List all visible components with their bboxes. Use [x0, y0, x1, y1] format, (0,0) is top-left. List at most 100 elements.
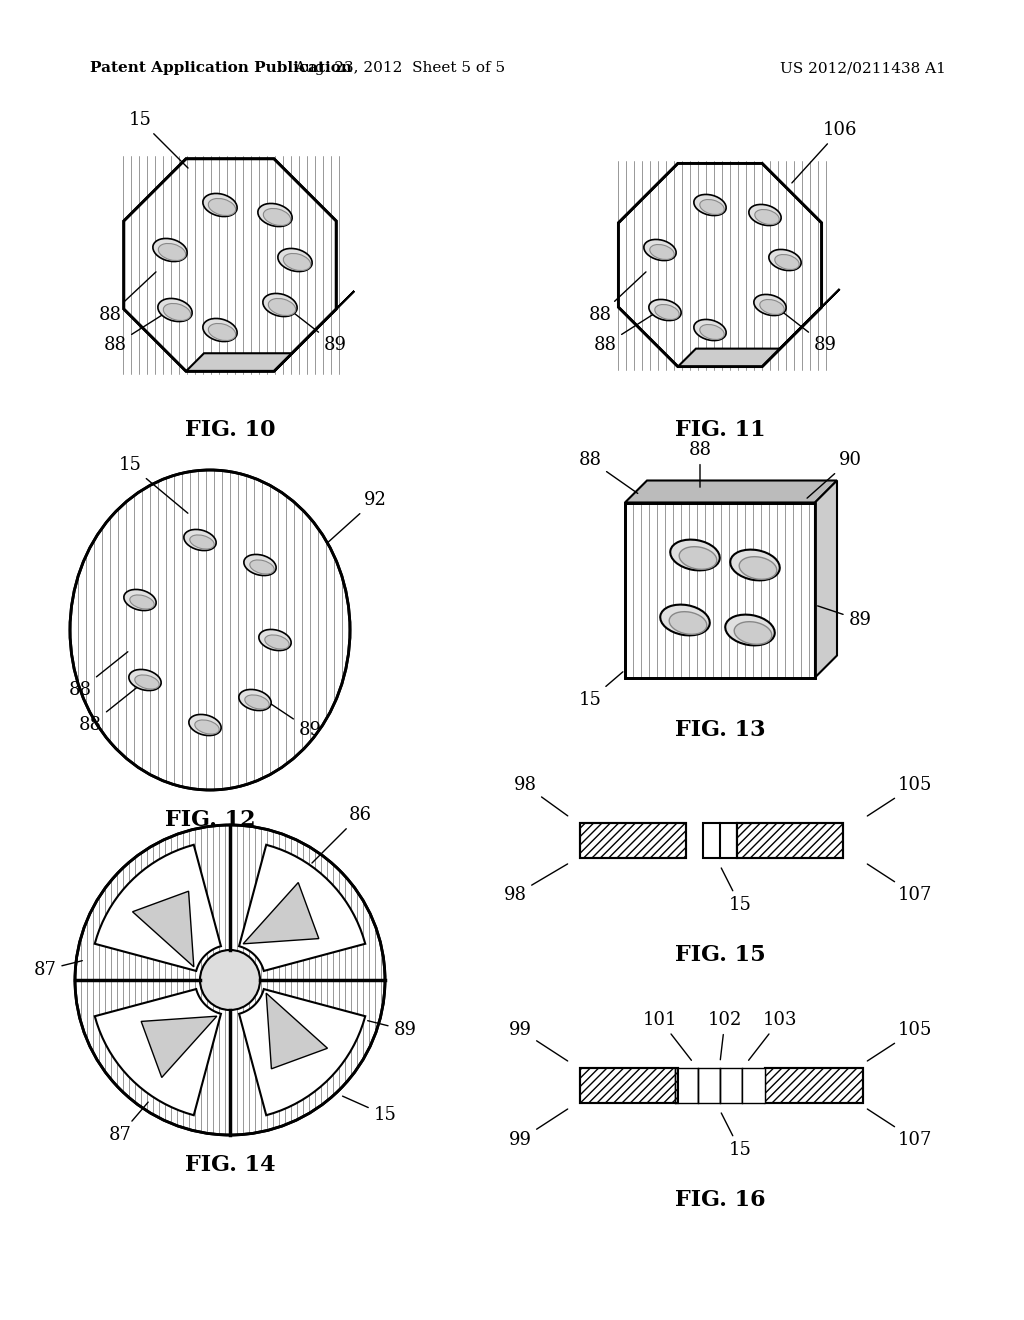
Text: 106: 106: [792, 121, 857, 183]
Text: 15: 15: [129, 111, 188, 168]
Polygon shape: [243, 883, 318, 944]
Bar: [720, 1068, 742, 1102]
Ellipse shape: [268, 298, 296, 315]
Bar: [580, 822, 686, 858]
Ellipse shape: [671, 540, 720, 570]
Text: 88: 88: [103, 312, 168, 354]
Ellipse shape: [153, 239, 187, 261]
Text: 101: 101: [643, 1011, 691, 1060]
Bar: [580, 1068, 678, 1102]
Ellipse shape: [749, 205, 781, 226]
Text: 88: 88: [594, 312, 657, 354]
Text: 89: 89: [782, 312, 837, 354]
Ellipse shape: [130, 595, 155, 609]
Text: 88: 88: [589, 272, 646, 323]
Text: FIG. 12: FIG. 12: [165, 809, 255, 832]
Ellipse shape: [245, 694, 269, 709]
Bar: [737, 822, 843, 858]
Text: 89: 89: [267, 701, 322, 739]
Polygon shape: [618, 164, 821, 367]
Ellipse shape: [159, 243, 185, 260]
Bar: [580, 822, 686, 858]
Ellipse shape: [208, 198, 236, 215]
Text: 105: 105: [867, 1020, 932, 1061]
Polygon shape: [186, 354, 292, 371]
Bar: [737, 822, 843, 858]
Ellipse shape: [670, 611, 707, 635]
Text: US 2012/0211438 A1: US 2012/0211438 A1: [780, 61, 946, 75]
Text: 88: 88: [69, 652, 128, 700]
Text: 89: 89: [817, 606, 871, 630]
Bar: [742, 1068, 765, 1102]
Bar: [625, 503, 815, 677]
Ellipse shape: [284, 253, 310, 271]
Text: 88: 88: [79, 686, 138, 734]
Text: FIG. 13: FIG. 13: [675, 719, 765, 741]
Text: 88: 88: [579, 451, 638, 494]
Ellipse shape: [699, 325, 724, 339]
Ellipse shape: [278, 248, 312, 272]
Bar: [625, 503, 815, 677]
Text: Patent Application Publication: Patent Application Publication: [90, 61, 352, 75]
Ellipse shape: [203, 194, 238, 216]
Text: 86: 86: [312, 807, 372, 863]
Text: FIG. 16: FIG. 16: [675, 1189, 765, 1210]
Polygon shape: [132, 891, 194, 966]
Bar: [697, 1068, 720, 1102]
Text: 92: 92: [327, 491, 386, 543]
Text: 87: 87: [34, 961, 82, 979]
Ellipse shape: [203, 318, 238, 342]
Text: 102: 102: [708, 1011, 742, 1060]
Text: 99: 99: [509, 1020, 567, 1061]
Polygon shape: [762, 289, 840, 367]
Polygon shape: [239, 845, 366, 972]
Ellipse shape: [734, 622, 772, 644]
Text: 103: 103: [749, 1011, 797, 1060]
Bar: [765, 1068, 863, 1102]
Text: FIG. 14: FIG. 14: [184, 1154, 275, 1176]
Polygon shape: [95, 989, 221, 1115]
Text: 15: 15: [579, 672, 623, 709]
Ellipse shape: [660, 605, 710, 635]
Text: 15: 15: [119, 455, 187, 513]
Ellipse shape: [195, 719, 219, 734]
Ellipse shape: [775, 255, 799, 269]
Ellipse shape: [644, 239, 676, 260]
Circle shape: [200, 950, 260, 1010]
Text: Aug. 23, 2012  Sheet 5 of 5: Aug. 23, 2012 Sheet 5 of 5: [295, 61, 506, 75]
Ellipse shape: [694, 194, 726, 215]
Text: 90: 90: [807, 451, 861, 498]
Ellipse shape: [754, 294, 786, 315]
Ellipse shape: [650, 244, 674, 260]
Text: 89: 89: [292, 312, 346, 354]
Ellipse shape: [755, 210, 779, 224]
Ellipse shape: [239, 689, 271, 710]
Ellipse shape: [250, 560, 274, 574]
Polygon shape: [239, 989, 366, 1115]
Ellipse shape: [259, 630, 291, 651]
Text: 88: 88: [688, 441, 712, 487]
Ellipse shape: [208, 323, 236, 341]
Polygon shape: [124, 158, 336, 371]
Ellipse shape: [649, 300, 681, 321]
Polygon shape: [678, 348, 780, 367]
Text: FIG. 11: FIG. 11: [675, 418, 765, 441]
Bar: [765, 1068, 863, 1102]
Text: 15: 15: [343, 1096, 396, 1125]
Ellipse shape: [730, 549, 779, 581]
Polygon shape: [274, 290, 354, 371]
Ellipse shape: [135, 675, 159, 689]
Ellipse shape: [124, 590, 156, 611]
Ellipse shape: [699, 199, 724, 214]
Ellipse shape: [760, 300, 784, 314]
Text: FIG. 10: FIG. 10: [184, 418, 275, 441]
Polygon shape: [266, 993, 328, 1069]
Polygon shape: [815, 480, 837, 677]
Text: 88: 88: [98, 272, 156, 323]
Ellipse shape: [265, 635, 289, 649]
Ellipse shape: [739, 557, 777, 579]
Text: 107: 107: [867, 865, 932, 904]
Ellipse shape: [70, 470, 350, 789]
Text: FIG. 15: FIG. 15: [675, 944, 765, 966]
Bar: [675, 1068, 697, 1102]
